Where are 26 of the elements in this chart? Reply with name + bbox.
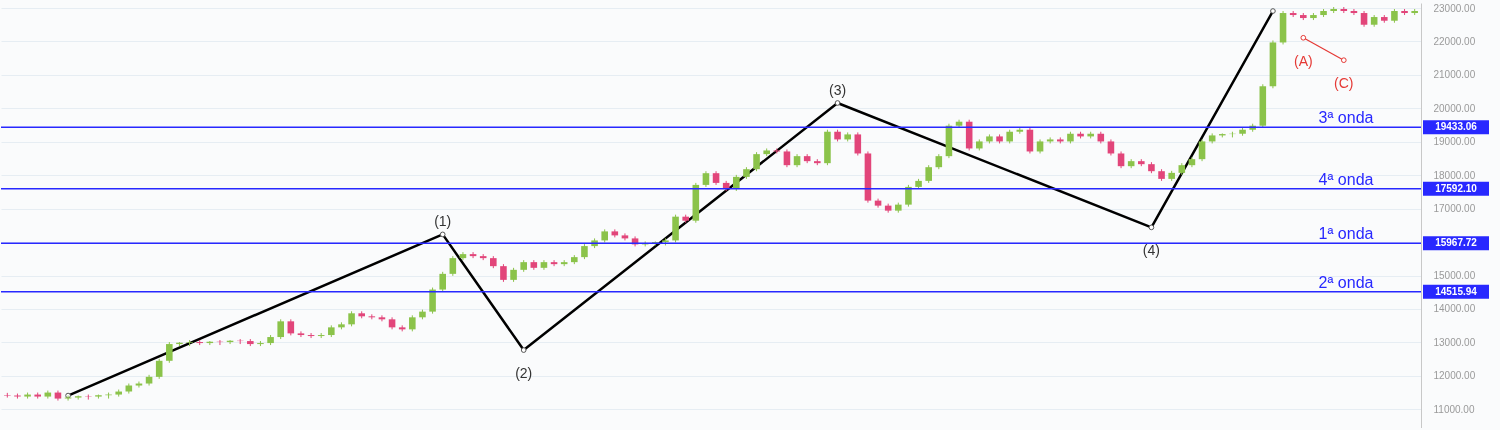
y-tick-label: 23000.00	[1433, 2, 1476, 14]
text: 17592.10	[1435, 182, 1478, 194]
y-tick-label: 12000.00	[1433, 370, 1476, 382]
ref-line-label: 2ª onda	[1318, 273, 1374, 291]
text: 19433.06	[1435, 121, 1478, 133]
text: 14515.94	[1435, 285, 1478, 297]
annotation: (2)	[515, 365, 533, 382]
annotation: (C)	[1334, 75, 1354, 92]
y-tick-label: 19000.00	[1433, 136, 1476, 148]
y-tick-label: 21000.00	[1433, 69, 1476, 81]
y-tick-label: 15000.00	[1433, 270, 1476, 282]
y-tick-label: 20000.00	[1433, 102, 1476, 114]
annotation: (3)	[829, 81, 847, 98]
annotation: (4)	[1142, 242, 1160, 259]
y-tick-label: 13000.00	[1433, 336, 1476, 348]
ref-line-label: 3ª onda	[1318, 109, 1374, 127]
y-tick-label: 11000.00	[1433, 403, 1475, 415]
y-tick-label: 17000.00	[1433, 203, 1476, 215]
ref-line-label: 1ª onda	[1318, 225, 1374, 243]
y-tick-label: 14000.00	[1433, 303, 1476, 315]
text: 15967.72	[1435, 237, 1478, 249]
annotation: (A)	[1293, 52, 1313, 69]
annotation: (1)	[434, 213, 452, 230]
y-tick-label: 18000.00	[1433, 169, 1476, 181]
y-tick-label: 22000.00	[1433, 35, 1476, 47]
ref-line-label: 4ª onda	[1318, 170, 1374, 188]
